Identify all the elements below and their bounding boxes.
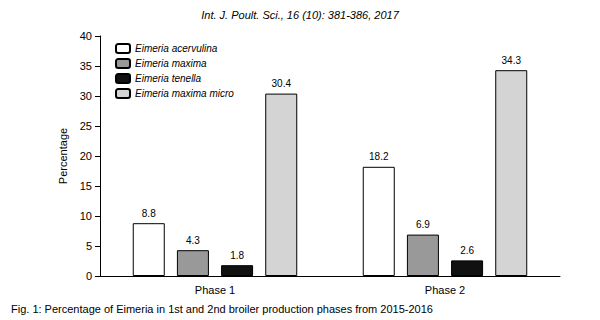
- svg-text:Phase 2: Phase 2: [425, 284, 465, 296]
- svg-text:1.8: 1.8: [230, 250, 244, 261]
- svg-text:30: 30: [80, 90, 92, 102]
- svg-text:Eimeria maxima: Eimeria maxima: [135, 58, 207, 69]
- svg-text:15: 15: [80, 180, 92, 192]
- svg-text:0: 0: [86, 270, 92, 282]
- svg-text:Eimeria tenella: Eimeria tenella: [135, 73, 202, 84]
- svg-text:Fig. 1: Percentage of Eimeria: Fig. 1: Percentage of Eimeria in 1st and…: [11, 303, 433, 315]
- svg-text:30.4: 30.4: [272, 78, 292, 89]
- svg-text:2.6: 2.6: [460, 245, 474, 256]
- svg-text:10: 10: [80, 210, 92, 222]
- svg-text:Eimeria maxima micro: Eimeria maxima micro: [135, 88, 234, 99]
- svg-text:18.2: 18.2: [369, 151, 389, 162]
- svg-text:4.3: 4.3: [186, 235, 200, 246]
- svg-text:Phase 1: Phase 1: [195, 284, 235, 296]
- svg-text:40: 40: [80, 30, 92, 42]
- svg-text:20: 20: [80, 150, 92, 162]
- svg-text:6.9: 6.9: [416, 219, 430, 230]
- svg-text:35: 35: [80, 60, 92, 72]
- svg-text:25: 25: [80, 120, 92, 132]
- svg-text:5: 5: [86, 240, 92, 252]
- svg-text:8.8: 8.8: [142, 208, 156, 219]
- svg-text:34.3: 34.3: [502, 55, 522, 66]
- svg-text:Eimeria acervulina: Eimeria acervulina: [135, 43, 218, 54]
- svg-text:Int. J. Poult. Sci., 16 (10):: Int. J. Poult. Sci., 16 (10): 381-386, 2…: [201, 9, 399, 21]
- svg-text:Percentage: Percentage: [57, 128, 69, 184]
